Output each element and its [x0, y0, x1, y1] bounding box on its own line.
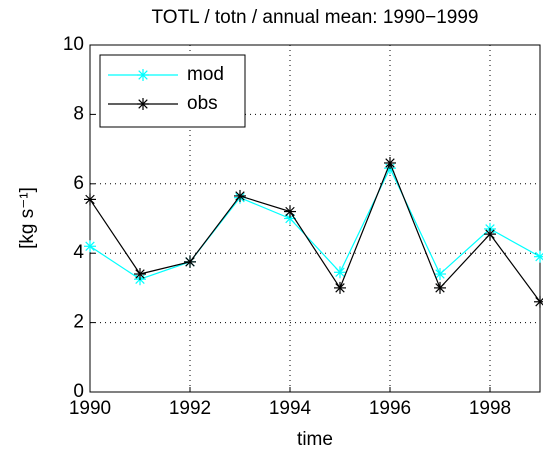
data-point	[384, 156, 396, 169]
series-line	[89, 161, 541, 303]
marker-stroke	[138, 99, 148, 109]
legend-label: obs	[187, 93, 218, 114]
marker-stroke	[135, 269, 145, 279]
legend-box	[99, 54, 246, 128]
marker-stroke	[485, 229, 495, 239]
legend-marker	[137, 69, 149, 81]
y-tick-label: 10	[63, 34, 84, 55]
data-point	[84, 240, 96, 253]
data-point	[284, 205, 296, 218]
marker-stroke	[85, 241, 95, 251]
data-point	[184, 255, 196, 268]
marker-stroke	[235, 191, 245, 201]
y-tick-label: 0	[73, 381, 84, 402]
x-tick-label: 1994	[269, 398, 312, 419]
x-tick-label: 1992	[169, 398, 211, 419]
data-point	[434, 268, 446, 281]
x-axis-label: time	[297, 429, 333, 450]
data-point	[234, 189, 246, 202]
axes-box	[89, 44, 541, 393]
legend-label: mod	[187, 64, 224, 85]
y-tick-label: 8	[73, 103, 84, 124]
data-point	[134, 268, 146, 281]
marker-stroke	[335, 267, 345, 278]
marker-stroke	[435, 283, 445, 293]
marker-stroke	[285, 206, 295, 217]
data-point	[334, 266, 346, 279]
chart-title: TOTL / totn / annual mean: 1990−1999	[152, 7, 479, 28]
marker-stroke	[85, 194, 95, 205]
data-point	[334, 281, 346, 294]
marker-stroke	[138, 70, 148, 80]
marker-stroke	[385, 158, 395, 168]
x-tick-label: 1998	[469, 398, 511, 419]
x-tick-label: 1990	[69, 398, 111, 419]
data-point	[484, 228, 496, 241]
series-line	[89, 166, 541, 280]
y-tick-label: 6	[73, 173, 84, 194]
y-axis-label: [kg s⁻¹]	[17, 187, 38, 249]
data-point	[434, 281, 446, 294]
x-tick-label: 1996	[369, 398, 411, 419]
marker-stroke	[185, 257, 195, 267]
data-point	[84, 193, 96, 206]
y-tick-label: 2	[73, 312, 84, 333]
marker-stroke	[335, 283, 345, 293]
y-tick-label: 4	[73, 242, 84, 263]
legend-marker	[137, 98, 149, 110]
marker-stroke	[435, 269, 445, 279]
